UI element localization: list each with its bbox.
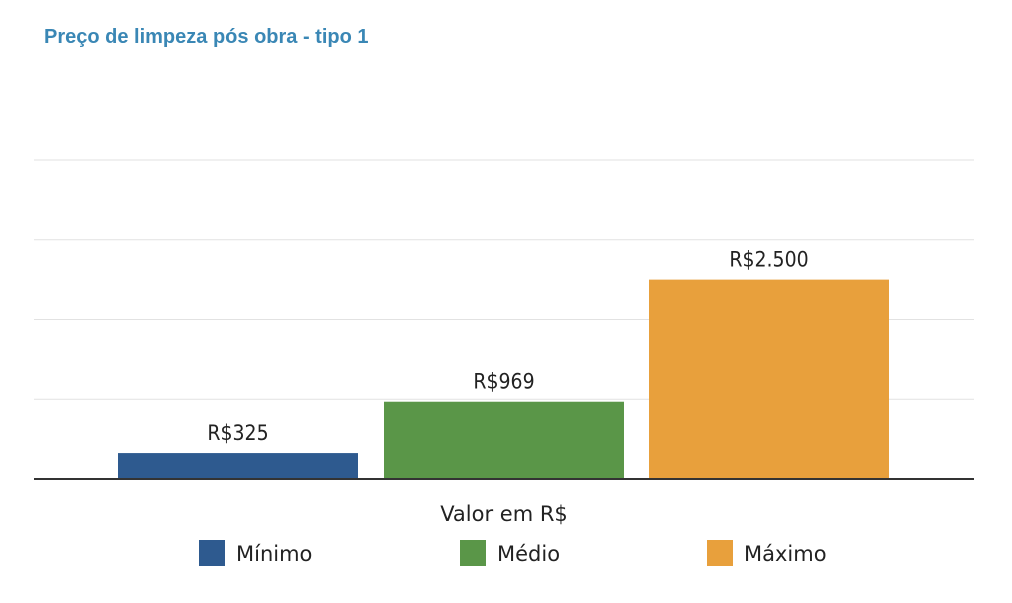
legend-item: Médio bbox=[460, 540, 560, 566]
bar-2 bbox=[384, 401, 624, 479]
legend-label: Médio bbox=[497, 542, 560, 566]
data-label: R$325 bbox=[207, 421, 268, 445]
legend-item: Mínimo bbox=[199, 540, 312, 566]
x-axis-title: Valor em R$ bbox=[440, 502, 568, 526]
bar-3 bbox=[649, 279, 889, 479]
legend-item: Máximo bbox=[707, 540, 827, 566]
legend-swatch bbox=[707, 540, 733, 566]
legend-label: Mínimo bbox=[236, 542, 312, 566]
legend-swatch bbox=[199, 540, 225, 566]
legend-swatch bbox=[460, 540, 486, 566]
legend-label: Máximo bbox=[744, 542, 827, 566]
data-label: R$969 bbox=[473, 370, 534, 394]
chart-title: Preço de limpeza pós obra - tipo 1 bbox=[44, 26, 369, 48]
bar-1 bbox=[118, 453, 358, 479]
legend: Mínimo Médio Máximo bbox=[199, 540, 827, 566]
data-label: R$2.500 bbox=[729, 248, 808, 272]
